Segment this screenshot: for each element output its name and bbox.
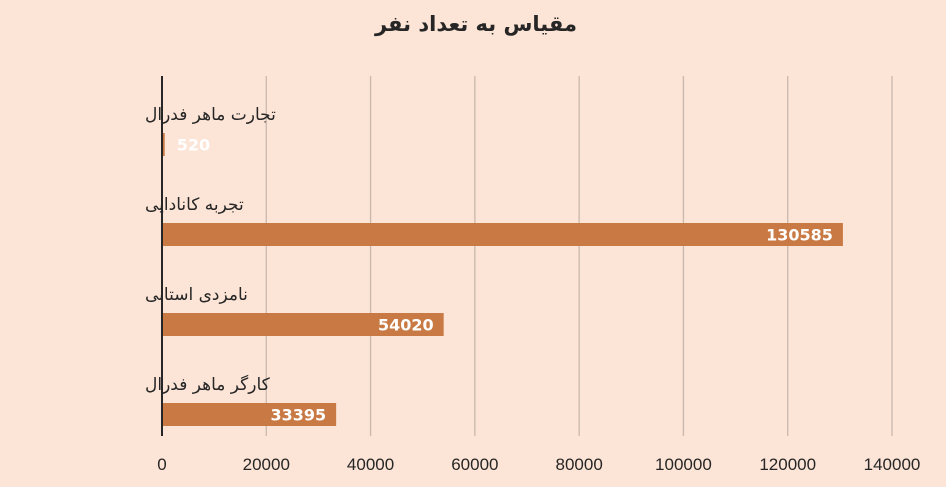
data-labels: 520 130585 54020 33395 bbox=[177, 136, 833, 425]
data-label: 520 bbox=[177, 136, 210, 155]
gridlines bbox=[265, 76, 893, 436]
category-label: کارگر ماهر فدرال bbox=[145, 374, 271, 395]
x-tick-labels: 0 20000 40000 60000 80000 100000 120000 140000 bbox=[157, 455, 920, 474]
category-label: تجارت ماهر فدرال bbox=[145, 105, 276, 125]
x-tick-label: 140000 bbox=[864, 455, 921, 474]
x-tick-label: 120000 bbox=[759, 455, 816, 474]
category-labels: تجارت ماهر فدرال تجربه کانادایی نامزدی است… bbox=[145, 105, 276, 395]
bar bbox=[162, 133, 165, 156]
x-tick-label: 20000 bbox=[243, 455, 290, 474]
x-tick-label: 0 bbox=[157, 455, 166, 474]
category-label: نامزدی استانی bbox=[145, 285, 248, 305]
x-tick-label: 40000 bbox=[347, 455, 394, 474]
data-label: 54020 bbox=[378, 316, 434, 335]
bar bbox=[162, 223, 843, 246]
x-tick-label: 100000 bbox=[655, 455, 712, 474]
chart-title: مقیاس به تعداد نفر bbox=[374, 12, 577, 36]
x-tick-label: 60000 bbox=[451, 455, 498, 474]
x-tick-label: 80000 bbox=[556, 455, 603, 474]
category-label: تجربه کانادایی bbox=[145, 195, 244, 215]
data-label: 33395 bbox=[270, 406, 326, 425]
bar bbox=[162, 403, 337, 426]
data-label: 130585 bbox=[766, 226, 833, 245]
bar bbox=[162, 313, 444, 336]
bars bbox=[162, 133, 843, 426]
